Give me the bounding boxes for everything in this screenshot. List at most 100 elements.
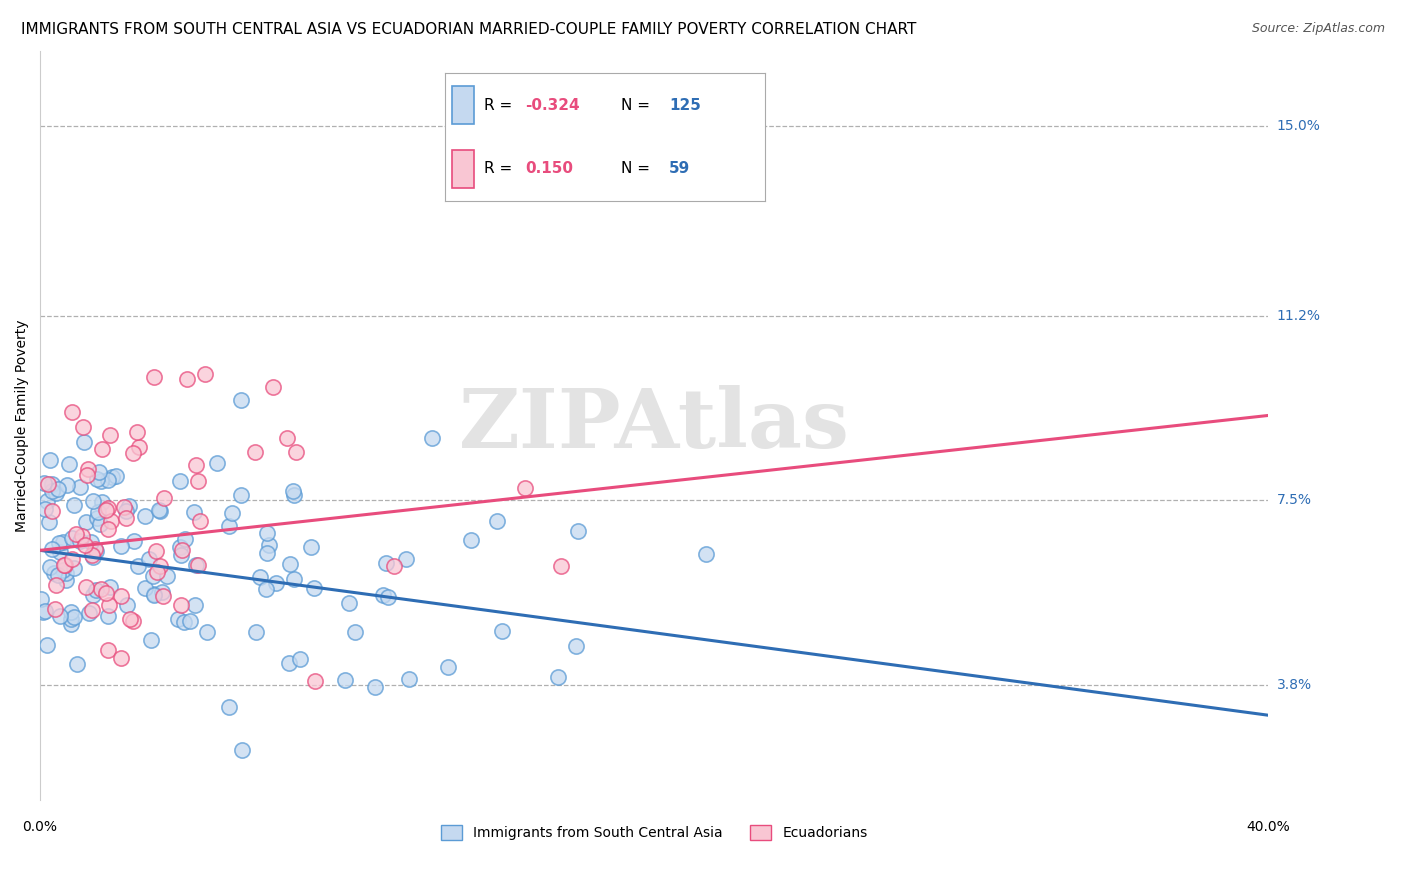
Point: [56, 477, 79, 491]
Point: [485, 514, 508, 528]
Point: [179, 614, 201, 628]
Point: [110, 650, 132, 665]
Point: [38, 515, 60, 529]
Point: [245, 624, 267, 639]
Point: [337, 596, 360, 610]
Point: [98, 599, 121, 613]
Point: [278, 557, 301, 571]
Point: [114, 504, 136, 518]
Text: 3.8%: 3.8%: [1277, 678, 1312, 692]
Point: [150, 585, 173, 599]
Point: [66, 657, 89, 671]
Point: [37, 477, 59, 491]
Point: [82, 493, 104, 508]
Point: [304, 582, 326, 596]
Point: [62, 561, 84, 575]
Point: [34, 502, 56, 516]
Point: [125, 425, 148, 440]
Point: [86, 473, 108, 487]
Point: [115, 598, 138, 612]
Point: [76, 467, 98, 482]
Point: [98, 427, 121, 442]
Point: [37, 638, 59, 652]
Point: [283, 573, 305, 587]
Text: ZIPAtlas: ZIPAtlas: [458, 385, 849, 466]
Point: [122, 614, 145, 628]
Point: [184, 558, 207, 573]
Point: [97, 500, 120, 515]
Text: 11.2%: 11.2%: [1277, 309, 1320, 323]
Point: [70, 529, 93, 543]
Point: [49, 545, 72, 559]
Point: [75, 515, 97, 529]
Point: [97, 608, 120, 623]
Point: [174, 532, 197, 546]
Point: [344, 624, 367, 639]
Point: [264, 575, 287, 590]
Point: [155, 569, 177, 583]
Point: [96, 586, 118, 600]
Point: [138, 552, 160, 566]
Point: [285, 445, 308, 459]
Point: [134, 581, 156, 595]
Point: [114, 511, 136, 525]
Point: [45, 578, 67, 592]
Point: [169, 599, 191, 613]
Point: [384, 558, 406, 573]
Point: [41, 504, 63, 518]
Point: [98, 580, 121, 594]
Point: [152, 491, 174, 505]
Point: [170, 549, 193, 563]
Point: [90, 582, 112, 597]
Point: [84, 542, 107, 557]
Point: [262, 379, 284, 393]
Point: [77, 606, 100, 620]
Point: [63, 610, 86, 624]
Point: [122, 446, 145, 460]
Point: [152, 589, 174, 603]
Text: 0.0%: 0.0%: [22, 820, 58, 834]
Point: [249, 570, 271, 584]
Point: [60, 405, 83, 419]
Point: [186, 558, 208, 572]
Point: [52, 535, 75, 549]
Point: [127, 558, 149, 573]
Point: [299, 540, 322, 554]
Point: [90, 474, 112, 488]
Point: [73, 434, 96, 449]
Point: [60, 551, 83, 566]
Point: [364, 680, 387, 694]
Point: [90, 494, 112, 508]
Point: [398, 673, 420, 687]
Point: [97, 522, 120, 536]
Point: [149, 504, 172, 518]
Point: [60, 612, 83, 626]
Point: [120, 612, 142, 626]
Point: [149, 559, 172, 574]
Point: [69, 533, 91, 548]
Point: [256, 546, 278, 560]
Point: [82, 550, 104, 565]
Point: [371, 588, 394, 602]
Point: [256, 526, 278, 541]
Point: [89, 516, 111, 531]
Point: [100, 514, 122, 528]
Point: [139, 632, 162, 647]
Point: [277, 656, 299, 670]
Point: [65, 526, 87, 541]
Point: [143, 587, 166, 601]
Point: [41, 476, 63, 491]
Point: [183, 505, 205, 519]
Point: [205, 456, 228, 470]
Point: [87, 465, 110, 479]
Point: [52, 563, 75, 577]
Point: [142, 369, 165, 384]
Point: [48, 608, 70, 623]
Point: [276, 431, 298, 445]
Point: [41, 541, 63, 556]
Point: [110, 539, 132, 553]
Point: [145, 544, 167, 558]
Point: [53, 558, 76, 573]
Point: [32, 605, 55, 619]
Point: [45, 485, 67, 500]
